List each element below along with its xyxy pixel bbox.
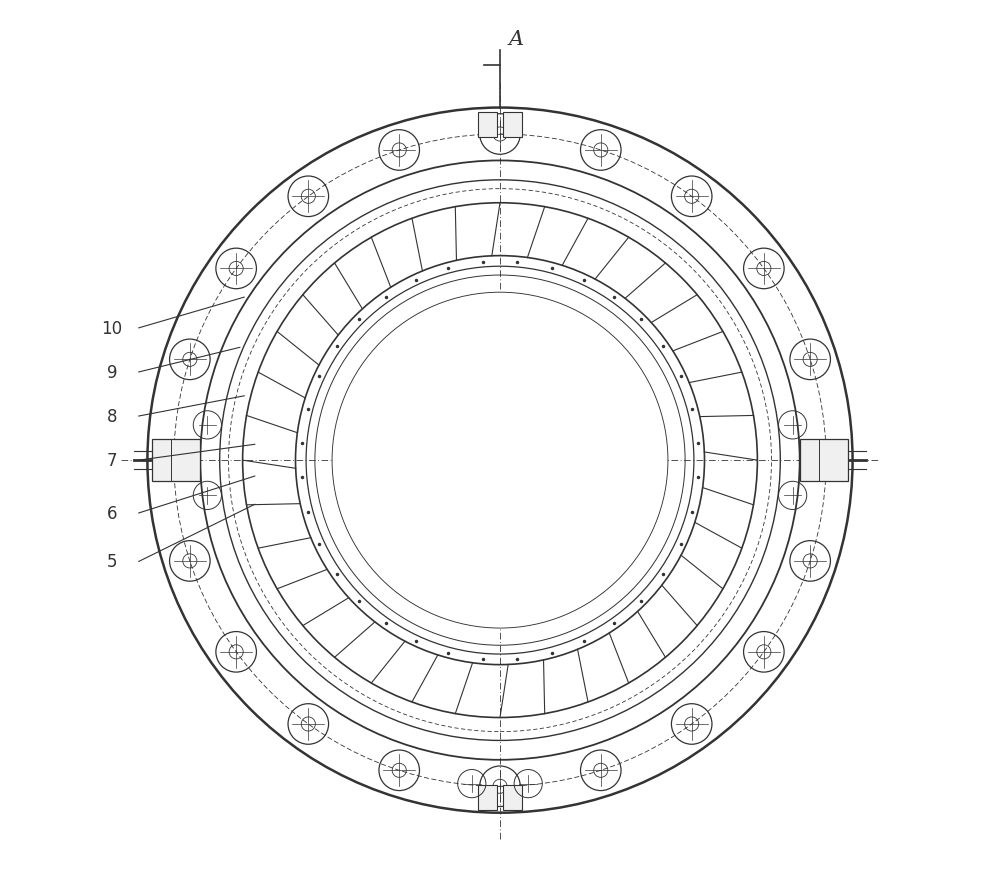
- Bar: [478, 113, 497, 137]
- Text: 9: 9: [107, 363, 117, 382]
- Text: 10: 10: [102, 320, 123, 338]
- Text: A: A: [516, 403, 531, 422]
- Text: 8: 8: [107, 408, 117, 425]
- Bar: [478, 786, 497, 810]
- Text: 6: 6: [107, 504, 117, 523]
- Text: 5: 5: [107, 553, 117, 571]
- Bar: [800, 439, 848, 482]
- Bar: [503, 786, 522, 810]
- Circle shape: [333, 293, 667, 628]
- Circle shape: [334, 295, 666, 626]
- Text: 7: 7: [107, 452, 117, 470]
- Text: A: A: [509, 29, 524, 49]
- Bar: [152, 439, 200, 482]
- Bar: [503, 113, 522, 137]
